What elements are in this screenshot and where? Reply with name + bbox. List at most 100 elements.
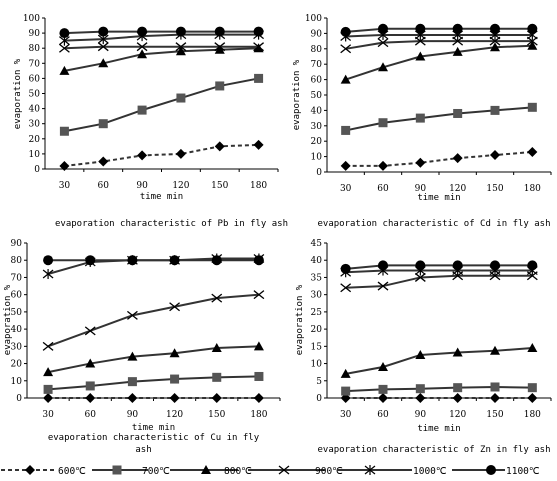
y-tick-label: 25: [311, 308, 323, 318]
data-point: [127, 377, 137, 387]
data-point: [137, 105, 147, 115]
data-point: [490, 150, 500, 161]
y-tick-label: 30: [11, 342, 23, 352]
legend-label: 1100℃: [506, 466, 540, 477]
series-s900: [59, 42, 264, 53]
series-line: [345, 106, 533, 132]
y-tick-label: 100: [305, 14, 322, 24]
series-s600: [43, 393, 264, 403]
data-point: [453, 383, 463, 393]
data-point: [527, 23, 538, 34]
x-tick-label: 30: [42, 410, 54, 420]
series-line: [345, 40, 533, 50]
legend-marker: [486, 465, 496, 475]
y-tick-label: 20: [311, 137, 323, 147]
series-line: [345, 44, 533, 81]
data-point: [175, 46, 186, 56]
chart-caption: evaporation characteristic of Cd in fly …: [318, 219, 551, 229]
x-tick-label: 150: [486, 184, 503, 194]
data-point: [377, 281, 389, 291]
data-point: [340, 26, 351, 37]
series-s700: [43, 371, 264, 394]
data-point: [98, 156, 109, 167]
data-point: [490, 23, 500, 34]
y-tick-label: 40: [11, 325, 23, 335]
data-point: [85, 393, 96, 403]
data-point: [127, 255, 138, 266]
data-point: [43, 255, 54, 266]
data-point: [127, 393, 138, 403]
y-tick-label: 5: [316, 377, 322, 387]
data-point: [527, 102, 537, 112]
data-point: [59, 28, 70, 39]
data-point: [169, 302, 180, 312]
legend-label: 800℃: [224, 466, 252, 477]
data-point: [490, 42, 500, 52]
y-tick-label: 60: [29, 74, 41, 84]
legend-item-s700: 700℃: [92, 465, 170, 477]
data-point: [175, 148, 186, 159]
x-tick-label: 60: [377, 410, 389, 420]
data-point: [43, 393, 54, 403]
data-point: [169, 393, 180, 403]
data-point: [42, 341, 54, 351]
x-tick-label: 120: [449, 184, 466, 194]
data-point: [378, 362, 388, 371]
data-point: [340, 160, 351, 171]
y-axis-label: evaporation %: [295, 284, 305, 355]
data-point: [489, 36, 501, 46]
legend-label: 900℃: [315, 466, 343, 477]
data-point: [137, 49, 148, 59]
x-tick-label: 120: [172, 181, 189, 191]
x-tick-label: 180: [250, 181, 267, 191]
data-point: [59, 65, 70, 75]
x-axis-label: time min: [140, 192, 183, 202]
data-point: [253, 290, 265, 300]
series-s1000: [42, 253, 265, 279]
data-point: [340, 74, 351, 84]
y-tick-label: 0: [316, 168, 322, 178]
chart-panel: 0 10 20 30 40 50 60 70 80 90 100 30 60 90 120 150 180 tim…: [292, 14, 552, 229]
data-point: [215, 81, 225, 91]
y-tick-label: 90: [29, 29, 41, 39]
chart-caption: evaporation characteristic of Cu in fly: [48, 433, 260, 443]
legend-item-s600: 600℃: [1, 465, 86, 477]
series-line: [64, 143, 259, 167]
x-tick-label: 30: [340, 410, 352, 420]
legend-marker: [201, 465, 211, 474]
legend: 600℃ 700℃ 800℃ 900℃ 1000℃ 1100℃: [1, 465, 540, 477]
data-point: [415, 260, 426, 271]
y-axis-label: evaporation %: [3, 284, 13, 355]
legend-label: 700℃: [142, 466, 170, 477]
data-point: [340, 283, 352, 293]
x-tick-label: 90: [127, 410, 139, 420]
x-tick-label: 60: [98, 181, 110, 191]
series-s1100: [43, 255, 264, 266]
y-tick-label: 70: [29, 59, 41, 69]
data-point: [211, 293, 223, 303]
data-point: [378, 384, 388, 394]
y-tick-label: 20: [29, 135, 41, 145]
data-point: [254, 371, 264, 381]
data-point: [43, 384, 53, 394]
series-line: [64, 33, 259, 42]
x-axis-label: time min: [417, 193, 460, 203]
data-point: [415, 393, 426, 403]
data-point: [253, 139, 264, 150]
data-point: [214, 44, 225, 54]
data-point: [85, 381, 95, 391]
y-axis-label: evaporation %: [292, 59, 302, 130]
data-point: [527, 40, 538, 50]
data-point: [452, 23, 463, 34]
data-point: [43, 367, 54, 377]
x-tick-label: 150: [208, 410, 225, 420]
x-tick-label: 30: [59, 181, 71, 191]
data-point: [414, 36, 426, 46]
x-tick-label: 120: [166, 410, 183, 420]
data-point: [341, 125, 351, 135]
y-tick-label: 30: [29, 120, 41, 130]
y-tick-label: 70: [11, 273, 23, 283]
y-tick-label: 40: [29, 105, 41, 115]
series-line: [64, 77, 259, 133]
legend-marker: [112, 465, 122, 475]
